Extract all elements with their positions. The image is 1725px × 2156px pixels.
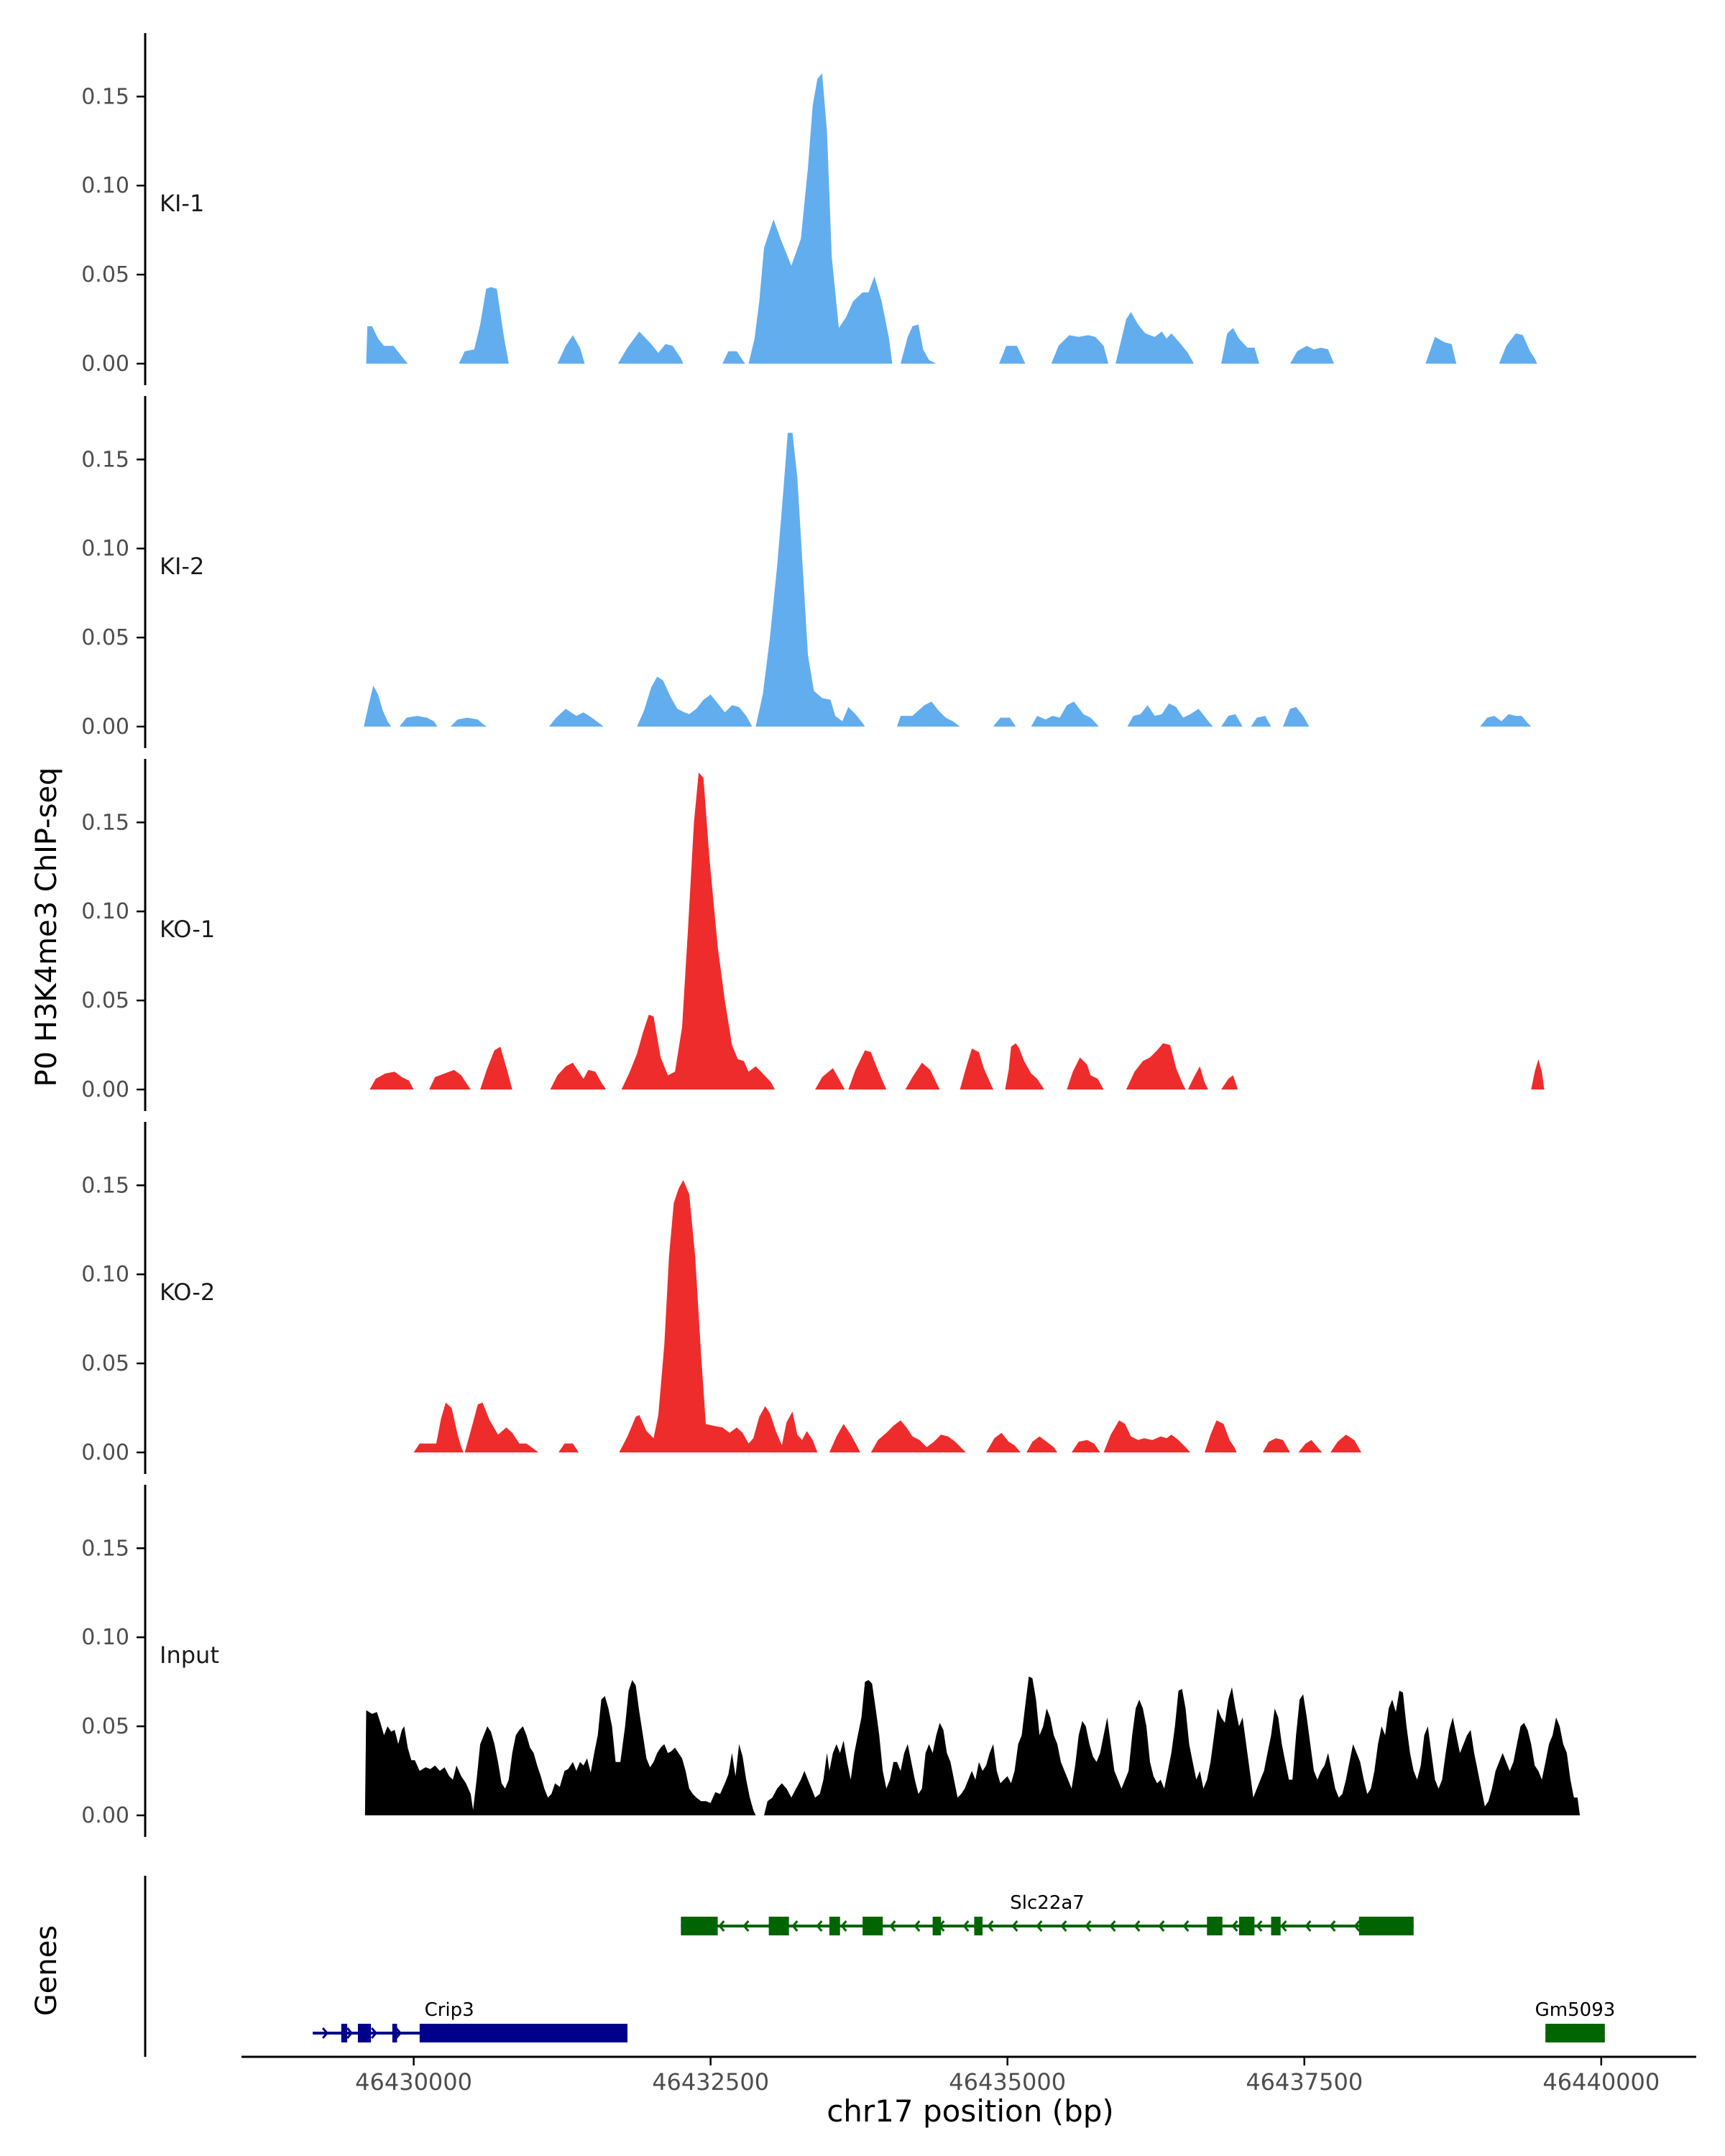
strand-arrow [370, 2027, 378, 2039]
strand-arrow [1280, 1920, 1287, 1932]
track-area-ki-1 [366, 73, 1537, 364]
y-tick-label: 0.15 [81, 1173, 129, 1198]
gene-slc22a7: Slc22a7 [681, 1892, 1414, 1935]
strand-arrow [1329, 1920, 1336, 1932]
y-tick-label: 0.00 [81, 1440, 129, 1465]
strand-arrow [395, 2027, 402, 2039]
track-area-ko-2 [413, 1179, 1362, 1452]
y-tick-label: 0.00 [81, 351, 129, 377]
strand-arrow [1060, 1920, 1067, 1932]
track-area-ki-2 [364, 433, 1532, 727]
track-panel-ko-1: 0.00 0.05 0.10 0.15 KO-1 [81, 759, 1545, 1111]
exon [681, 1917, 718, 1935]
y-tick-label: 0.10 [81, 173, 129, 198]
y-tick-label: 0.05 [81, 988, 129, 1013]
y-tick-label: 0.00 [81, 714, 129, 740]
strand-arrow [1256, 1920, 1263, 1932]
track-label: KO-2 [160, 1279, 215, 1306]
strand-arrow [987, 1920, 994, 1932]
gene-panel: Slc22a7 Crip3 Gm5093 [144, 1876, 1616, 2057]
strand-arrow [816, 1920, 823, 1932]
exon [1545, 2024, 1605, 2042]
track-panel-input: 0.00 0.05 0.10 0.15 Input [81, 1485, 1581, 1837]
strand-arrow [1231, 1920, 1238, 1932]
y-tick-label: 0.15 [81, 810, 129, 835]
strand-arrow [791, 1920, 799, 1932]
y-tick-label: 0.05 [81, 1351, 129, 1376]
genes-axis-title: Genes [30, 1925, 63, 2016]
strand-arrow [1353, 1920, 1361, 1932]
strand-arrow [840, 1920, 847, 1932]
x-tick-label: 46430000 [355, 2068, 472, 2096]
track-panel-ko-2: 0.00 0.05 0.10 0.15 KO-2 [81, 1122, 1362, 1474]
strand-arrow [1085, 1920, 1092, 1932]
gene-gm5093: Gm5093 [1535, 1999, 1616, 2042]
x-axis: 46430000 46432500 46435000 46437500 46440000 [242, 2055, 1696, 2096]
y-tick-label: 0.10 [81, 536, 129, 561]
strand-arrow [1133, 1920, 1141, 1932]
gene-label: Crip3 [425, 1999, 474, 2021]
y-tick-label: 0.05 [81, 1714, 129, 1739]
y-axis-title: P0 H3K4me3 ChIP-seq [30, 768, 63, 1087]
exon [862, 1917, 883, 1935]
track-area-input [364, 1676, 1581, 1815]
x-axis-title: chr17 position (bp) [827, 2093, 1114, 2129]
exon [392, 2024, 397, 2042]
y-tick-label: 0.00 [81, 1077, 129, 1102]
strand-arrow [321, 2027, 329, 2039]
y-tick-label: 0.10 [81, 1262, 129, 1287]
track-label: KI-1 [160, 190, 204, 217]
y-tick-label: 0.05 [81, 262, 129, 287]
strand-arrow [742, 1920, 750, 1932]
strand-arrow [962, 1920, 970, 1932]
track-label: KO-1 [160, 916, 215, 943]
track-label: Input [160, 1641, 219, 1669]
exon [357, 2024, 372, 2042]
gene-label: Slc22a7 [1010, 1892, 1085, 1914]
x-tick-label: 46440000 [1542, 2068, 1660, 2096]
exon [1358, 1917, 1414, 1935]
y-tick-label: 0.05 [81, 625, 129, 650]
x-tick-label: 46435000 [949, 2068, 1066, 2096]
exon [1271, 1917, 1281, 1935]
exon [829, 1917, 840, 1935]
strand-arrow [1305, 1920, 1312, 1932]
strand-arrow [1158, 1920, 1165, 1932]
exon [974, 1917, 983, 1935]
track-label: KI-2 [160, 553, 204, 580]
track-panel-ki-2: 0.00 0.05 0.10 0.15 KI-2 [81, 396, 1532, 748]
y-tick-label: 0.00 [81, 1803, 129, 1828]
y-tick-label: 0.15 [81, 1536, 129, 1561]
gene-label: Gm5093 [1535, 1999, 1616, 2021]
exon [341, 2024, 348, 2042]
strand-arrow [1109, 1920, 1116, 1932]
gene-crip3: Crip3 [313, 1999, 627, 2042]
track-panel-ki-1: 0.00 0.05 0.10 0.15 KI-1 [81, 33, 1537, 385]
strand-arrow [1036, 1920, 1043, 1932]
x-tick-label: 46437500 [1246, 2068, 1363, 2096]
y-tick-label: 0.15 [81, 84, 129, 109]
exon [419, 2024, 627, 2042]
exon [932, 1917, 942, 1935]
strand-arrow [718, 1920, 725, 1932]
exon [1207, 1917, 1223, 1935]
strand-arrow [1011, 1920, 1018, 1932]
y-tick-label: 0.10 [81, 899, 129, 924]
x-tick-label: 46432500 [652, 2068, 769, 2096]
strand-arrow [1182, 1920, 1190, 1932]
track-panels: 0.00 0.05 0.10 0.15 KI-1 0.00 0.05 0.10 0.15 KI-2… [81, 33, 1581, 1837]
y-tick-label: 0.10 [81, 1625, 129, 1650]
exon [1238, 1917, 1255, 1935]
exon [768, 1917, 789, 1935]
track-area-ko-1 [369, 773, 1545, 1089]
strand-arrow [914, 1920, 921, 1932]
y-tick-label: 0.15 [81, 447, 129, 472]
strand-arrow [346, 2027, 354, 2039]
strand-arrow [889, 1920, 896, 1932]
